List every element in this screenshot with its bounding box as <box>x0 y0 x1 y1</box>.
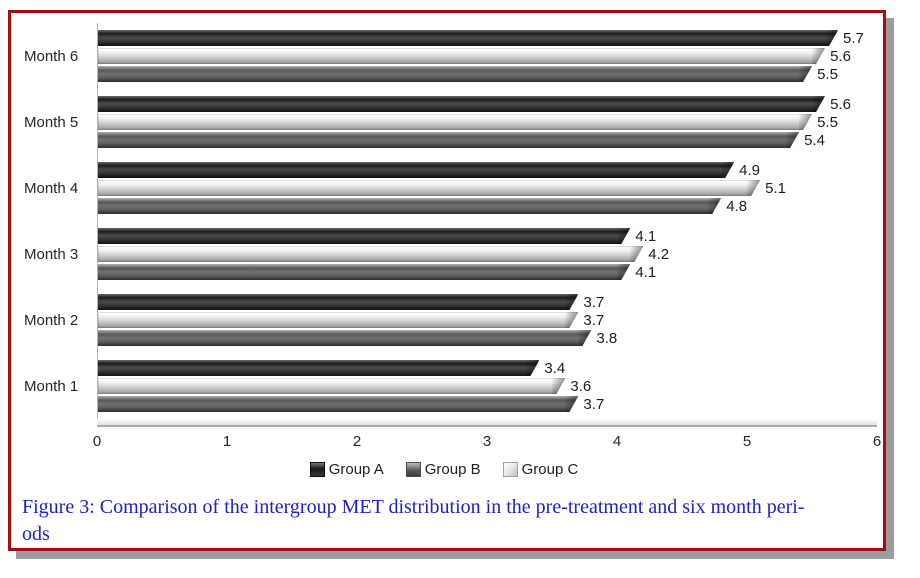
caption-line-1: Figure 3: Comparison of the intergroup M… <box>22 496 805 518</box>
data-label: 3.7 <box>583 293 605 311</box>
bar-row: 4.1 <box>98 263 877 281</box>
legend: Group A Group B Group C <box>11 456 877 482</box>
category-cluster: Month 1 3.4 3.6 3.7 <box>11 353 877 419</box>
data-label: 5.4 <box>804 131 825 149</box>
figure-caption: Figure 3: Comparison of the intergroup M… <box>11 482 883 548</box>
category-cluster: Month 4 4.9 5.1 4.8 <box>11 155 877 221</box>
bar-a <box>98 228 630 244</box>
legend-label: Group A <box>328 460 384 478</box>
bar-c <box>98 114 812 130</box>
bar-row: 3.7 <box>98 311 877 329</box>
bar-row: 4.8 <box>98 197 877 215</box>
x-axis-tick-label: 4 <box>612 433 622 450</box>
bar-b <box>98 396 578 412</box>
category-cluster: Month 6 5.7 5.6 5.5 <box>11 23 877 89</box>
bar-row: 4.1 <box>98 227 877 245</box>
bar-row: 3.6 <box>98 377 877 395</box>
bars-area: 4.1 4.2 4.1 <box>97 221 877 287</box>
x-axis: 0 1 2 3 4 5 6 <box>93 427 881 454</box>
bar-c <box>98 180 760 196</box>
data-label: 3.8 <box>596 329 618 347</box>
bar-row: 5.6 <box>98 95 877 113</box>
category-label: Month 4 <box>24 179 79 197</box>
bar-a <box>98 162 734 178</box>
legend-item-group-b: Group B <box>405 460 481 478</box>
bar-c <box>98 48 825 64</box>
bar-c <box>98 312 578 328</box>
bar-a <box>98 96 825 112</box>
bar-row: 4.2 <box>98 245 877 263</box>
legend-item-group-a: Group A <box>309 460 384 478</box>
x-axis-tick-label: 2 <box>352 433 362 450</box>
bar-c <box>98 246 643 262</box>
bar-row: 5.1 <box>98 179 877 197</box>
data-label: 5.5 <box>817 65 838 83</box>
data-label: 5.1 <box>765 179 786 197</box>
bars-area: 4.9 5.1 4.8 <box>97 155 877 221</box>
group-b-swatch-icon <box>405 461 421 477</box>
data-label: 5.6 <box>830 47 851 65</box>
x-axis-tick-label: 3 <box>482 433 492 450</box>
x-axis-tick-label: 1 <box>222 433 232 450</box>
data-label: 4.8 <box>726 197 748 215</box>
data-label: 5.6 <box>830 95 851 113</box>
data-label: 3.7 <box>583 395 605 413</box>
bars-area: 5.6 5.5 5.4 <box>97 89 877 155</box>
category-label: Month 2 <box>24 311 79 329</box>
group-a-swatch-icon <box>309 461 325 477</box>
category-label: Month 6 <box>24 47 79 65</box>
bar-b <box>98 66 812 82</box>
bar-b <box>98 330 591 346</box>
category-label: Month 5 <box>24 113 79 131</box>
data-label: 3.4 <box>544 359 566 377</box>
category-cluster: Month 2 3.7 3.7 3.8 <box>11 287 877 353</box>
bars-area: 5.7 5.6 5.5 <box>97 23 877 89</box>
group-c-swatch-icon <box>502 461 518 477</box>
bar-a <box>98 30 838 46</box>
bar-row: 5.6 <box>98 47 877 65</box>
bar-b <box>98 132 799 148</box>
bar-row: 3.4 <box>98 359 877 377</box>
legend-label: Group C <box>521 460 579 478</box>
bar-row: 5.5 <box>98 65 877 83</box>
bar-c <box>98 378 565 394</box>
plot-floor <box>97 419 877 427</box>
bars-area: 3.4 3.6 3.7 <box>97 353 877 419</box>
category-label: Month 1 <box>24 377 79 395</box>
category-cluster: Month 5 5.6 5.5 5.4 <box>11 89 877 155</box>
bar-row: 3.7 <box>98 293 877 311</box>
bar-row: 3.8 <box>98 329 877 347</box>
bar-row: 3.7 <box>98 395 877 413</box>
bars-area: 3.7 3.7 3.8 <box>97 287 877 353</box>
bar-b <box>98 198 721 214</box>
bar-row: 5.4 <box>98 131 877 149</box>
bar-b <box>98 264 630 280</box>
data-label: 4.2 <box>648 245 670 263</box>
x-axis-tick-label: 5 <box>742 433 752 450</box>
data-label: 5.5 <box>817 113 838 131</box>
caption-line-2: ods <box>22 523 50 545</box>
data-label: 5.7 <box>843 29 864 47</box>
bar-row: 5.7 <box>98 29 877 47</box>
x-axis-tick-label: 0 <box>92 433 102 450</box>
bar-a <box>98 294 578 310</box>
category-cluster: Month 3 4.1 4.2 4.1 <box>11 221 877 287</box>
category-label: Month 3 <box>24 245 79 263</box>
data-label: 4.1 <box>635 263 657 281</box>
legend-item-group-c: Group C <box>502 460 579 478</box>
data-label: 4.1 <box>635 227 657 245</box>
bar-row: 5.5 <box>98 113 877 131</box>
data-label: 3.7 <box>583 311 605 329</box>
legend-label: Group B <box>424 460 481 478</box>
data-label: 3.6 <box>570 377 592 395</box>
bar-a <box>98 360 539 376</box>
data-label: 4.9 <box>739 161 761 179</box>
x-axis-tick-label: 6 <box>872 433 882 450</box>
bar-row: 4.9 <box>98 161 877 179</box>
